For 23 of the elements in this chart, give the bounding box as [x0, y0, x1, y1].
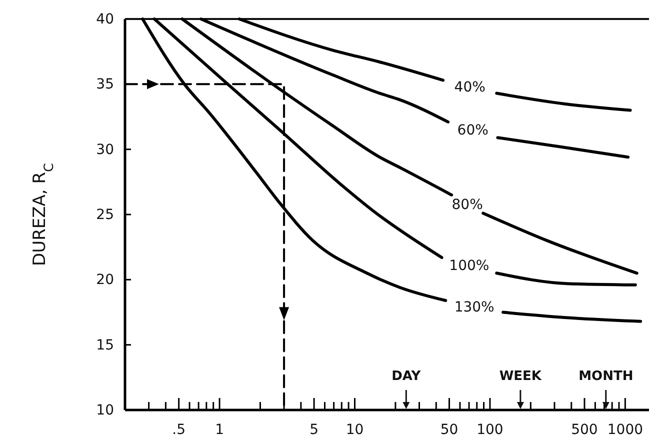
series-label: 130%: [454, 299, 494, 316]
ref-line-label: MONTH: [578, 369, 634, 384]
x-tick-label: .5: [172, 422, 186, 438]
x-tick-label: 100: [476, 422, 504, 438]
x-tick-label: 1000: [607, 422, 644, 438]
y-tick-label: 10: [96, 402, 114, 418]
x-tick-label: 10: [346, 422, 364, 438]
x-tick-label: 500: [571, 422, 598, 438]
ref-line-label: WEEK: [499, 369, 542, 384]
y-tick-label: 40: [96, 11, 114, 28]
series-label: 60%: [457, 122, 488, 139]
series-label: 40%: [454, 80, 486, 96]
x-tick-label: 50: [440, 422, 458, 438]
ref-line-label: DAY: [392, 369, 422, 384]
y-tick-label: 25: [96, 206, 114, 223]
x-tick-label: 1: [215, 422, 224, 438]
y-tick-label: 20: [96, 272, 114, 288]
series-label: 80%: [452, 196, 483, 213]
y-tick-label: 15: [96, 337, 114, 354]
x-tick-label: 5: [310, 422, 318, 438]
y-tick-label: 30: [96, 142, 114, 158]
y-tick-label: 35: [96, 76, 114, 93]
series-label: 100%: [449, 258, 490, 274]
